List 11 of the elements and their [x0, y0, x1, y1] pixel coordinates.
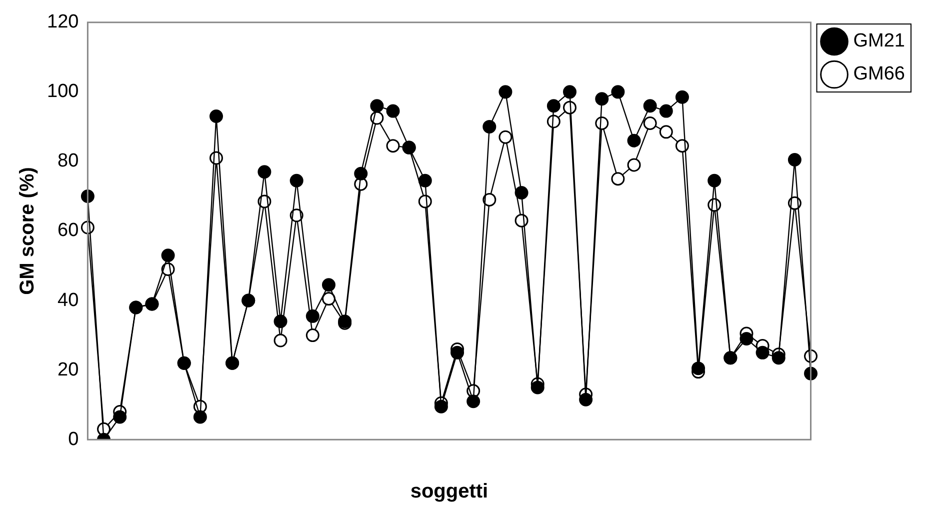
x-axis-title: soggetti	[410, 480, 488, 503]
y-tick-label: 0	[68, 428, 79, 450]
y-tick-label: 100	[47, 81, 79, 102]
legend-label: GM21	[853, 30, 906, 52]
y-tick-label: 60	[58, 220, 79, 242]
y-tick-label: 80	[58, 150, 79, 172]
y-tick-label: 120	[47, 12, 79, 33]
y-tick-label: 40	[58, 290, 79, 311]
legend-label: GM66	[853, 64, 906, 85]
y-tick-label: 20	[58, 359, 79, 380]
y-axis-title: GM score (%)	[16, 167, 39, 295]
